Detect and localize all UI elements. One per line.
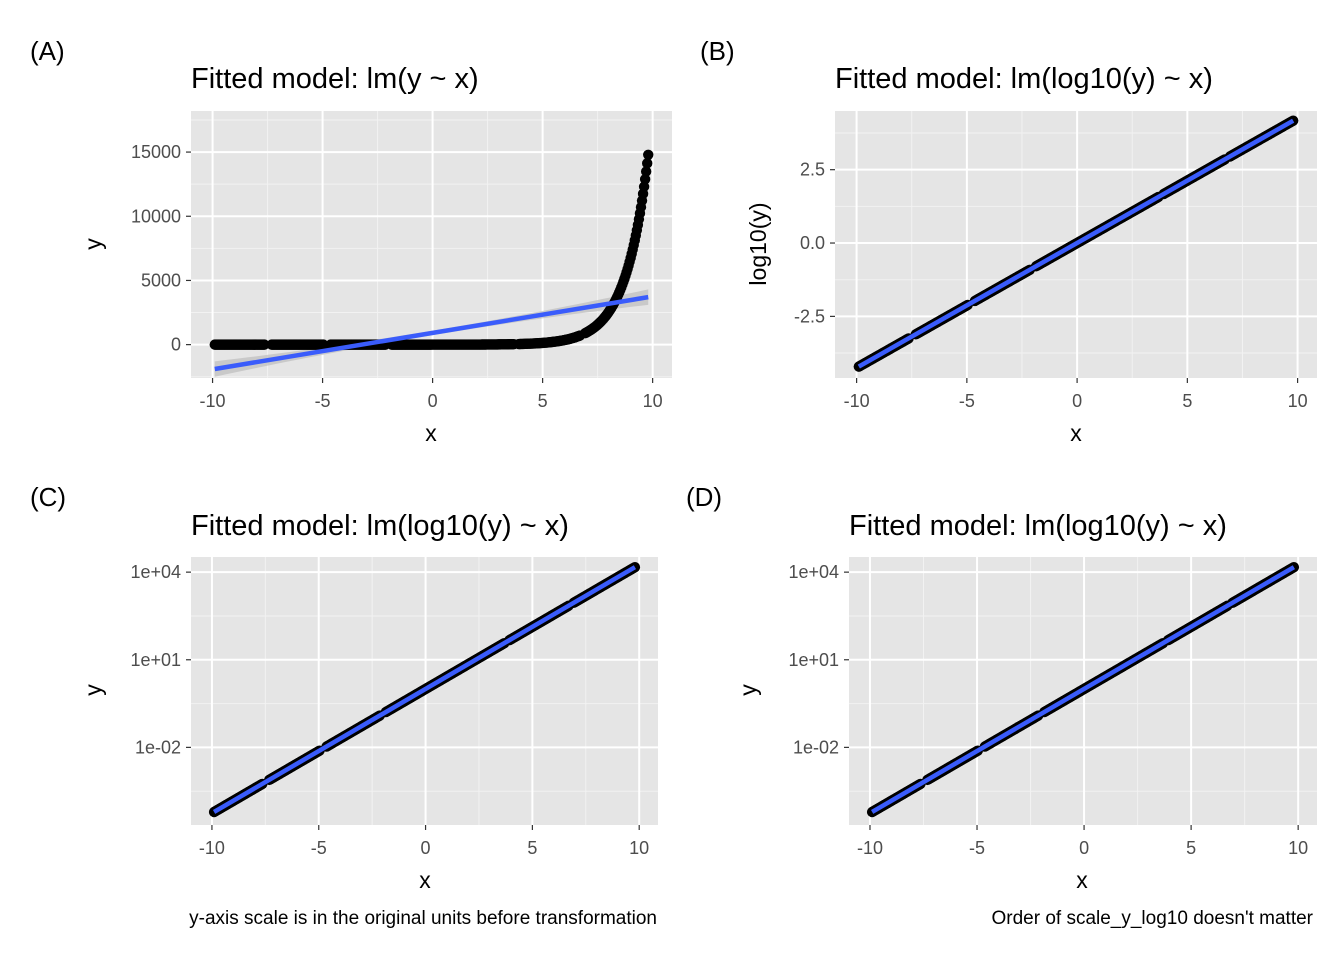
panel-c-axes: -10 -5 0 5 10 1e-02 1e+01 1e+04 bbox=[130, 562, 649, 858]
panel-c-y-tick-label: 1e+04 bbox=[130, 562, 181, 582]
panel-c-tag: (C) bbox=[30, 482, 66, 512]
panel-d-tag: (D) bbox=[686, 482, 722, 512]
panel-c: (C) Fitted model: lm(log10(y) ~ x) -10 -5… bbox=[30, 482, 658, 929]
panel-d-axes: -10 -5 0 5 10 1e-02 1e+01 1e+04 bbox=[788, 562, 1308, 858]
panel-a-point bbox=[259, 339, 270, 350]
panel-a-fit-line bbox=[214, 294, 649, 372]
panel-d-y-tick-label: 1e+04 bbox=[788, 562, 839, 582]
panel-d-y-tick-label: 1e+01 bbox=[788, 650, 839, 670]
panel-a-axes: -10 -5 0 5 10 0 5000 10000 15000 bbox=[131, 142, 663, 411]
panel-c-x-axis-title: x bbox=[419, 867, 431, 893]
panel-a-x-tick-label: 5 bbox=[538, 391, 548, 411]
panel-b-fit bbox=[857, 118, 1295, 369]
panel-b: (B) Fitted model: lm(log10(y) ~ x) -10 -5… bbox=[700, 36, 1317, 446]
panel-b-y-tick-label: 2.5 bbox=[800, 160, 825, 180]
panel-c-y-tick-label: 1e-02 bbox=[135, 737, 181, 757]
panel-a-plot-area bbox=[191, 111, 672, 378]
panel-c-y-tick-label: 1e+01 bbox=[130, 650, 181, 670]
panel-a-y-tick-label: 15000 bbox=[131, 142, 181, 162]
panel-d-grid bbox=[849, 557, 1317, 825]
panel-d-fit-line bbox=[870, 565, 1296, 814]
panel-a-x-tick-label: -5 bbox=[315, 391, 331, 411]
panel-c-x-tick-label: 10 bbox=[629, 838, 649, 858]
panel-b-x-tick-label: 10 bbox=[1288, 391, 1308, 411]
panel-d-x-tick-label: 10 bbox=[1288, 838, 1308, 858]
panel-a-y-tick-label: 5000 bbox=[141, 270, 181, 290]
panel-b-y-tick-label: -2.5 bbox=[794, 306, 825, 326]
panel-a-title: Fitted model: lm(y ~ x) bbox=[191, 63, 479, 95]
panel-a-point bbox=[318, 339, 329, 350]
panel-b-tag: (B) bbox=[700, 36, 735, 66]
panel-a: (A) Fitted model: lm(y ~ x) -10 -5 0 5 10 0 50… bbox=[30, 36, 672, 446]
panel-a-y-tick-label: 10000 bbox=[131, 206, 181, 226]
panel-c-caption: y-axis scale is in the original units be… bbox=[189, 908, 657, 929]
panel-d-y-tick-label: 1e-02 bbox=[793, 737, 839, 757]
panel-c-grid bbox=[191, 557, 658, 825]
panel-b-title: Fitted model: lm(log10(y) ~ x) bbox=[835, 63, 1213, 95]
panel-d-y-axis-title: y bbox=[735, 684, 761, 696]
panel-d-title: Fitted model: lm(log10(y) ~ x) bbox=[849, 510, 1227, 542]
panel-d-x-axis-title: x bbox=[1076, 867, 1088, 893]
panel-c-title: Fitted model: lm(log10(y) ~ x) bbox=[191, 510, 569, 542]
panel-a-y-tick-label: 0 bbox=[171, 335, 181, 355]
panel-c-x-tick-label: 0 bbox=[421, 838, 431, 858]
panel-a-fit bbox=[214, 294, 649, 372]
panel-d-caption: Order of scale_y_log10 doesn't matter bbox=[991, 908, 1313, 929]
panel-c-y-axis-title: y bbox=[80, 684, 106, 696]
panel-b-y-axis-title: log10(y) bbox=[745, 202, 771, 285]
panel-a-point bbox=[639, 174, 651, 185]
panel-b-axes: -10 -5 0 5 10 -2.5 0.0 2.5 bbox=[794, 160, 1308, 411]
panel-b-fit-line bbox=[857, 118, 1295, 369]
panel-a-x-tick-label: 0 bbox=[428, 391, 438, 411]
panel-b-x-axis-title: x bbox=[1070, 420, 1082, 446]
panel-c-fit-line bbox=[212, 565, 637, 814]
panel-b-x-tick-label: 0 bbox=[1072, 391, 1082, 411]
panel-a-point bbox=[642, 158, 653, 169]
panel-a-x-axis-title: x bbox=[425, 420, 437, 446]
panel-b-x-tick-label: -10 bbox=[844, 391, 870, 411]
panel-a-x-tick-label: -10 bbox=[200, 391, 226, 411]
panel-a-x-tick-label: 10 bbox=[643, 391, 663, 411]
panel-d-x-tick-label: 5 bbox=[1186, 838, 1196, 858]
panel-a-points bbox=[209, 149, 654, 350]
panel-a-tag: (A) bbox=[30, 36, 65, 66]
panel-d-x-tick-label: -10 bbox=[857, 838, 883, 858]
panel-c-x-tick-label: 5 bbox=[527, 838, 537, 858]
panel-b-x-tick-label: -5 bbox=[959, 391, 975, 411]
panel-d-x-tick-label: -5 bbox=[969, 838, 985, 858]
panel-b-x-tick-label: 5 bbox=[1182, 391, 1192, 411]
panel-b-y-tick-label: 0.0 bbox=[800, 233, 825, 253]
panel-a-point bbox=[643, 149, 654, 161]
panel-a-y-axis-title: y bbox=[80, 238, 106, 250]
panel-d: (D) Fitted model: lm(log10(y) ~ x) -10 -5… bbox=[686, 482, 1317, 929]
panel-d-fit bbox=[870, 565, 1296, 814]
panel-c-x-tick-label: -5 bbox=[311, 838, 327, 858]
panel-c-x-tick-label: -10 bbox=[199, 838, 225, 858]
panel-d-x-tick-label: 0 bbox=[1079, 838, 1089, 858]
panel-c-fit bbox=[212, 565, 637, 814]
panel-a-point bbox=[640, 166, 652, 177]
